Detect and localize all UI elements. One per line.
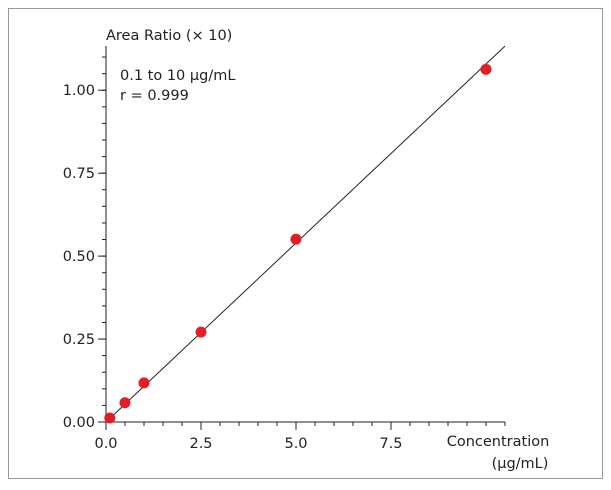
annotation-r: r = 0.999 — [120, 88, 189, 104]
data-point — [480, 63, 492, 75]
y-tick-label: 0.75 — [63, 166, 95, 182]
data-point — [290, 233, 302, 245]
x-tick-label: 0.0 — [94, 436, 117, 452]
data-point — [195, 326, 207, 338]
x-axis-label-line2: (µg/mL) — [492, 456, 549, 472]
y-tick-label: 0.50 — [63, 249, 95, 265]
data-point — [138, 377, 150, 389]
data-point — [104, 412, 116, 424]
y-tick-label: 0.25 — [63, 332, 95, 348]
x-tick-label: 5.0 — [284, 436, 307, 452]
y-tick-label: 0.00 — [63, 415, 95, 431]
regression-line — [105, 45, 506, 423]
x-tick-label: 2.5 — [189, 436, 212, 452]
y-tick-label: 1.00 — [63, 83, 95, 99]
x-axis-label-line1: Concentration — [447, 434, 550, 450]
annotation-range: 0.1 to 10 µg/mL — [120, 68, 235, 84]
axes: 0.00 0.25 0.50 0.75 1.00 0.0 2.5 5.0 7.5 — [63, 46, 506, 452]
data-point — [119, 397, 131, 409]
chart-border — [8, 8, 603, 479]
x-tick-label: 7.5 — [379, 436, 402, 452]
data-marks — [104, 45, 506, 424]
y-axis-label: Area Ratio (× 10) — [106, 28, 232, 44]
